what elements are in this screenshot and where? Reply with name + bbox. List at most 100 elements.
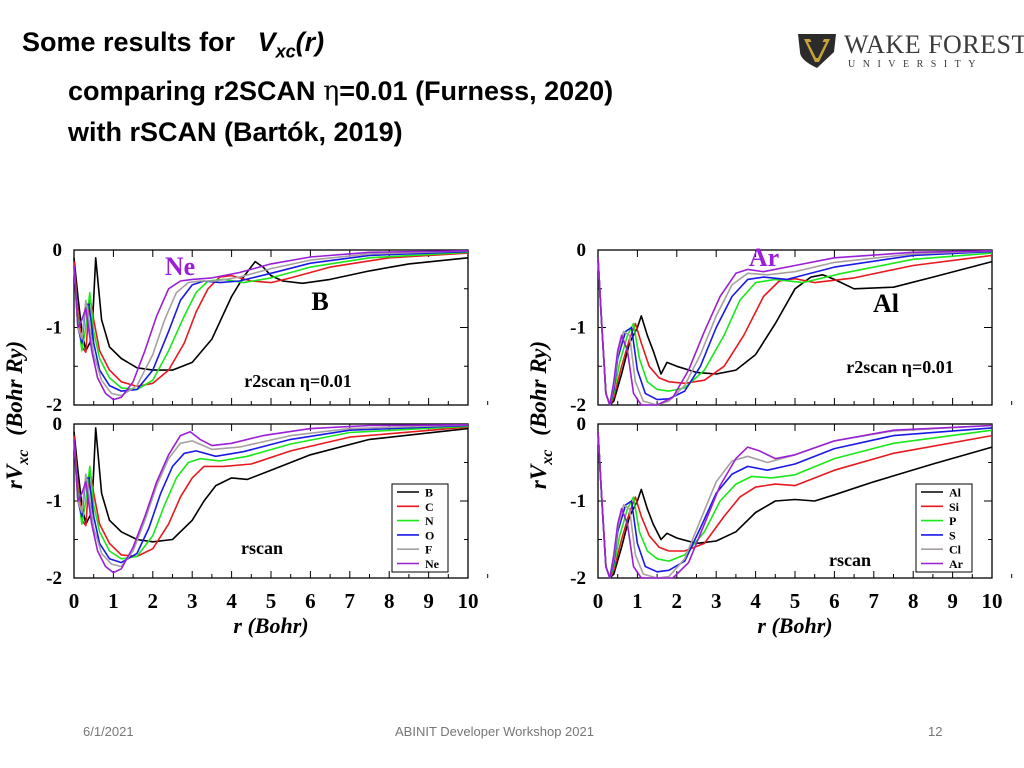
y-axis-label-rv: rV [526,463,551,489]
chart-panel-right-r2scan001: 0 -1 -2 r2scan η=0.01 Ar Al [570,240,1013,416]
legend-label-n: N [425,514,434,528]
shield-logo-icon [798,34,836,68]
series-line-b [73,257,469,371]
title-line-3: with rSCAN (Bartók, 2019) [68,117,403,148]
x-tick-label: 5 [790,589,801,613]
legend-label-al: Al [949,486,962,500]
annotation-top-element: Ne [165,252,195,281]
chart-panel-left-r2scan001: 0 -1 -2 r2scan η=0.01 Ne B [46,240,489,416]
series-line-s [597,250,993,406]
panel-title: rscan [241,538,283,558]
x-tick-label: 0 [69,589,80,613]
x-tick-label: 2 [148,589,159,613]
title-line-2: comparing r2SCAN η=0.01 (Furness, 2020) [68,76,614,108]
footer-page-number: 12 [928,724,943,739]
x-tick-label: 9 [947,589,958,613]
legend-label-b: B [425,486,433,500]
series-lines [73,424,469,574]
x-tick-label: 0 [593,589,604,613]
series-line-ar [597,250,993,406]
y-tick-label: -1 [46,491,62,512]
x-tick-label: 10 [982,589,1003,613]
y-tick-label: -1 [570,318,586,339]
wake-forest-logo: WAKE FOREST UNIVERSITY [796,28,1024,72]
footer-center: ABINIT Developer Workshop 2021 [395,724,594,739]
x-tick-label: 4 [750,589,761,613]
x-tick-label: 6 [305,589,316,613]
series-line-ar [597,424,993,579]
y-tick-label: -1 [570,491,586,512]
y-axis-label-xc: xc [15,450,32,466]
legend-box [915,483,973,573]
series-line-ne [73,250,469,401]
footer-date: 6/1/2021 [83,724,134,739]
series-line-b [73,427,469,543]
series-line-f [73,250,469,397]
title-line-1: Some results for Vxc(r) [22,22,613,71]
series-line-f [73,424,469,568]
x-tick-label: 3 [711,589,722,613]
chart-panel-right-rscan: 0-1-20 1 2 3 4 5 6 7 8 9 10r (Bohr)rscanAlSiPSClAr… [526,341,1013,638]
y-tick-label: -2 [46,395,62,416]
y-axis-label-units: (Bohr Ry) [526,341,551,436]
y-axis-label-xc: xc [539,450,556,466]
logo-sub-text: UNIVERSITY [848,59,983,70]
chart-panel-left-rscan: 0-1-20 1 2 3 4 5 6 7 8 9 10r (Bohr)rscanBCNOFNerVx… [2,341,489,638]
series-line-ne [73,424,469,574]
legend-label-s: S [949,528,956,542]
x-tick-label: 6 [829,589,840,613]
series-line-n [73,425,469,560]
legend-label-ar: Ar [949,557,964,571]
series-lines [597,250,993,406]
logo-main-text: WAKE FOREST [844,30,1024,59]
y-axis-label: rVxc (Bohr Ry) [2,341,32,489]
y-tick-label: 0 [53,414,63,435]
legend-label-si: Si [949,500,960,514]
y-tick-label: -2 [46,568,62,589]
y-tick-label: 0 [577,414,587,435]
panel-title: r2scan η=0.01 [244,371,351,391]
x-tick-label: 2 [672,589,683,613]
series-line-si [597,254,993,406]
x-axis-label: r (Bohr) [757,613,832,638]
y-tick-label: -1 [46,318,62,339]
y-axis-label-rv: rV [2,463,27,489]
y-tick-label: 0 [577,240,587,261]
x-tick-label: 3 [187,589,198,613]
x-tick-label: 1 [632,589,643,613]
plot-frame [597,249,993,406]
series-line-p [597,252,993,406]
annotation-second-element: Al [873,289,899,318]
series-lines [73,250,469,401]
title-vxc: Vxc(r) [257,27,325,62]
legend-label-f: F [425,543,432,557]
y-axis-label-units: (Bohr Ry) [2,341,27,436]
x-tick-label: 4 [226,589,237,613]
series-line-al [597,431,993,579]
y-tick-label: -2 [570,568,586,589]
y-tick-label: 0 [53,240,63,261]
series-line-cl [597,250,993,406]
x-tick-label: 7 [869,589,880,613]
x-tick-label: 8 [908,589,919,613]
y-axis-label: rVxc (Bohr Ry) [526,341,556,489]
title-eta: η [323,76,340,108]
series-line-al [597,257,993,406]
x-tick-label: 7 [345,589,356,613]
panel-title: r2scan η=0.01 [846,357,953,377]
x-tick-label: 5 [266,589,277,613]
legend-label-o: O [425,528,434,542]
annotation-top-element: Ar [749,243,779,272]
legend-label-ne: Ne [425,557,440,571]
panel-title: rscan [829,550,871,570]
legend-box [391,483,449,573]
annotation-second-element: B [311,287,328,316]
series-line-c [73,426,469,558]
legend-label-c: C [425,500,434,514]
y-tick-label: -2 [570,395,586,416]
x-tick-label: 8 [384,589,395,613]
x-axis-label: r (Bohr) [233,613,308,638]
x-tick-label: 9 [423,589,434,613]
title-prefix: Some results for [22,27,236,57]
legend-label-p: P [949,514,956,528]
